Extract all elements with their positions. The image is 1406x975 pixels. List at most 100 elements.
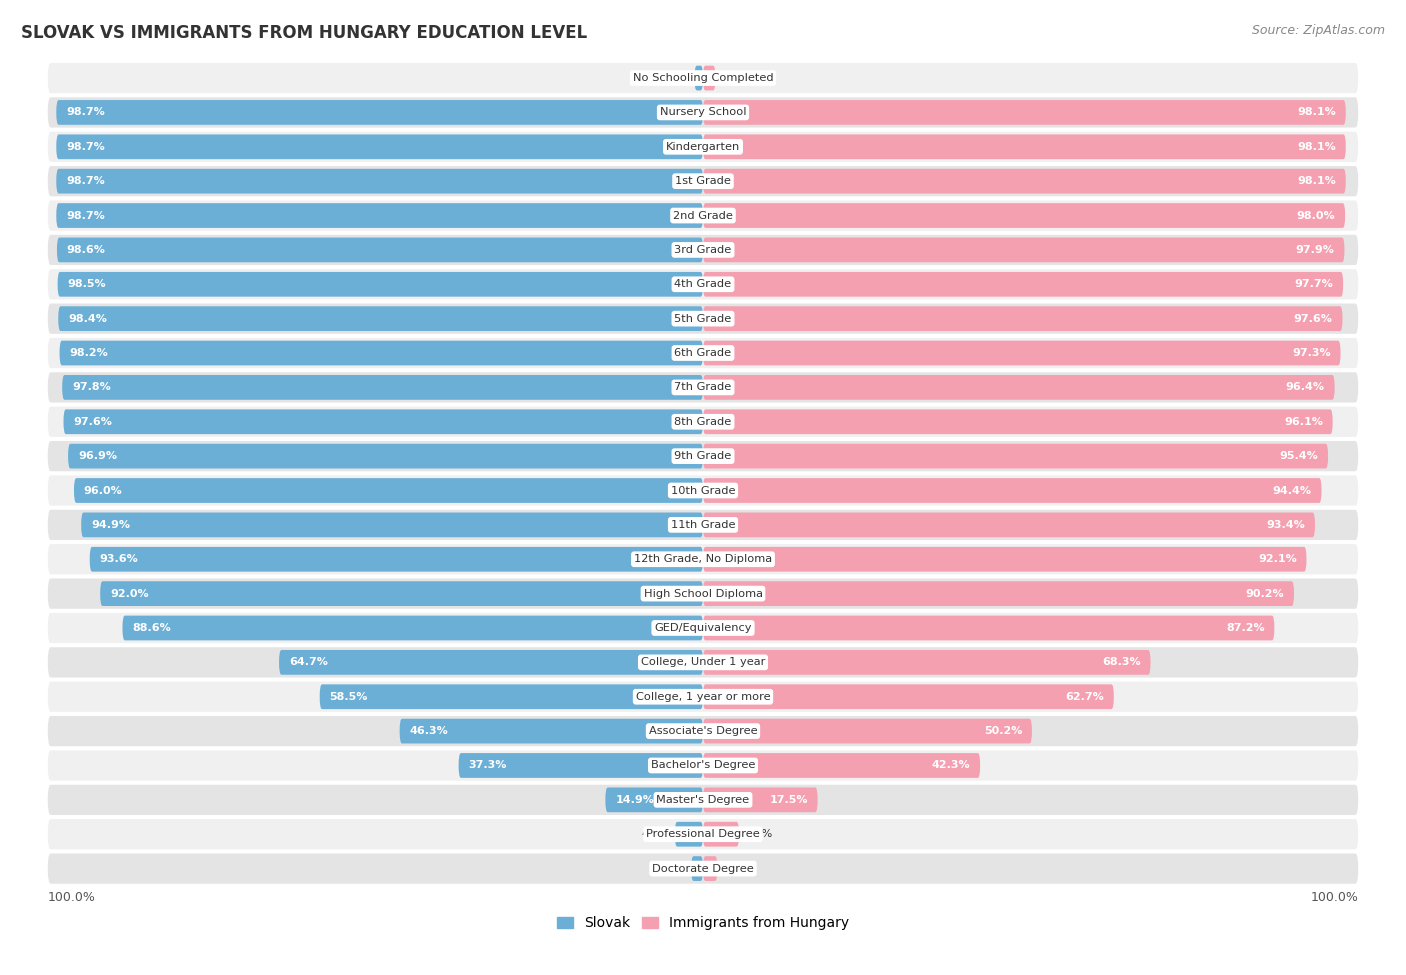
Text: 97.6%: 97.6% — [73, 416, 112, 427]
Text: 12th Grade, No Diploma: 12th Grade, No Diploma — [634, 554, 772, 565]
Text: 93.4%: 93.4% — [1267, 520, 1305, 529]
Text: No Schooling Completed: No Schooling Completed — [633, 73, 773, 83]
Text: Nursery School: Nursery School — [659, 107, 747, 117]
FancyBboxPatch shape — [703, 615, 1274, 641]
Legend: Slovak, Immigrants from Hungary: Slovak, Immigrants from Hungary — [551, 911, 855, 936]
FancyBboxPatch shape — [703, 340, 1340, 366]
Text: Master's Degree: Master's Degree — [657, 795, 749, 804]
Text: 5th Grade: 5th Grade — [675, 314, 731, 324]
Text: 94.9%: 94.9% — [91, 520, 129, 529]
FancyBboxPatch shape — [48, 269, 1358, 299]
FancyBboxPatch shape — [56, 135, 703, 159]
Text: 97.3%: 97.3% — [1292, 348, 1330, 358]
FancyBboxPatch shape — [703, 856, 717, 881]
FancyBboxPatch shape — [703, 581, 1294, 606]
Text: 98.7%: 98.7% — [66, 211, 105, 220]
FancyBboxPatch shape — [703, 410, 1333, 434]
Text: 92.0%: 92.0% — [110, 589, 149, 599]
FancyBboxPatch shape — [48, 510, 1358, 540]
FancyBboxPatch shape — [703, 135, 1346, 159]
FancyBboxPatch shape — [48, 201, 1358, 231]
FancyBboxPatch shape — [703, 719, 1032, 744]
FancyBboxPatch shape — [692, 856, 703, 881]
FancyBboxPatch shape — [48, 613, 1358, 644]
FancyBboxPatch shape — [606, 788, 703, 812]
Text: 98.6%: 98.6% — [66, 245, 105, 254]
FancyBboxPatch shape — [703, 822, 740, 846]
Text: 98.5%: 98.5% — [67, 279, 105, 290]
FancyBboxPatch shape — [703, 375, 1334, 400]
FancyBboxPatch shape — [703, 272, 1343, 296]
Text: 2nd Grade: 2nd Grade — [673, 211, 733, 220]
FancyBboxPatch shape — [703, 203, 1346, 228]
Text: 6th Grade: 6th Grade — [675, 348, 731, 358]
Text: 68.3%: 68.3% — [1102, 657, 1140, 667]
FancyBboxPatch shape — [48, 98, 1358, 128]
FancyBboxPatch shape — [703, 169, 1346, 194]
FancyBboxPatch shape — [90, 547, 703, 571]
Text: College, Under 1 year: College, Under 1 year — [641, 657, 765, 667]
Text: 98.7%: 98.7% — [66, 107, 105, 117]
FancyBboxPatch shape — [695, 65, 703, 91]
Text: 42.3%: 42.3% — [932, 760, 970, 770]
FancyBboxPatch shape — [319, 684, 703, 709]
Text: Kindergarten: Kindergarten — [666, 141, 740, 152]
FancyBboxPatch shape — [58, 306, 703, 332]
Text: 62.7%: 62.7% — [1066, 691, 1104, 702]
Text: 50.2%: 50.2% — [984, 726, 1022, 736]
Text: 98.1%: 98.1% — [1298, 141, 1336, 152]
Text: 8th Grade: 8th Grade — [675, 416, 731, 427]
FancyBboxPatch shape — [48, 819, 1358, 849]
Text: 7th Grade: 7th Grade — [675, 382, 731, 392]
FancyBboxPatch shape — [703, 547, 1306, 571]
FancyBboxPatch shape — [48, 338, 1358, 369]
FancyBboxPatch shape — [703, 306, 1343, 332]
Text: 97.9%: 97.9% — [1296, 245, 1334, 254]
Text: 87.2%: 87.2% — [1226, 623, 1264, 633]
Text: 98.4%: 98.4% — [67, 314, 107, 324]
FancyBboxPatch shape — [75, 478, 703, 503]
Text: 98.2%: 98.2% — [69, 348, 108, 358]
Text: 90.2%: 90.2% — [1246, 589, 1284, 599]
FancyBboxPatch shape — [703, 788, 818, 812]
FancyBboxPatch shape — [48, 441, 1358, 471]
Text: 94.4%: 94.4% — [1272, 486, 1312, 495]
FancyBboxPatch shape — [48, 63, 1358, 94]
FancyBboxPatch shape — [67, 444, 703, 469]
Text: Bachelor's Degree: Bachelor's Degree — [651, 760, 755, 770]
Text: Professional Degree: Professional Degree — [647, 829, 759, 839]
FancyBboxPatch shape — [48, 785, 1358, 815]
Text: 17.5%: 17.5% — [769, 795, 808, 804]
FancyBboxPatch shape — [122, 615, 703, 641]
Text: 1.8%: 1.8% — [658, 864, 686, 874]
Text: 4.3%: 4.3% — [641, 829, 669, 839]
FancyBboxPatch shape — [399, 719, 703, 744]
Text: 98.7%: 98.7% — [66, 176, 105, 186]
Text: Doctorate Degree: Doctorate Degree — [652, 864, 754, 874]
Text: SLOVAK VS IMMIGRANTS FROM HUNGARY EDUCATION LEVEL: SLOVAK VS IMMIGRANTS FROM HUNGARY EDUCAT… — [21, 24, 588, 42]
Text: 3rd Grade: 3rd Grade — [675, 245, 731, 254]
Text: 46.3%: 46.3% — [409, 726, 449, 736]
FancyBboxPatch shape — [62, 375, 703, 400]
Text: 98.1%: 98.1% — [1298, 107, 1336, 117]
FancyBboxPatch shape — [703, 753, 980, 778]
FancyBboxPatch shape — [82, 513, 703, 537]
FancyBboxPatch shape — [48, 372, 1358, 403]
Text: 9th Grade: 9th Grade — [675, 451, 731, 461]
FancyBboxPatch shape — [56, 100, 703, 125]
Text: 96.1%: 96.1% — [1284, 416, 1323, 427]
FancyBboxPatch shape — [56, 169, 703, 194]
FancyBboxPatch shape — [703, 65, 716, 91]
FancyBboxPatch shape — [48, 647, 1358, 678]
FancyBboxPatch shape — [48, 853, 1358, 883]
Text: 11th Grade: 11th Grade — [671, 520, 735, 529]
FancyBboxPatch shape — [675, 822, 703, 846]
Text: 98.0%: 98.0% — [1296, 211, 1336, 220]
Text: College, 1 year or more: College, 1 year or more — [636, 691, 770, 702]
Text: 5.5%: 5.5% — [744, 829, 772, 839]
FancyBboxPatch shape — [703, 650, 1150, 675]
Text: GED/Equivalency: GED/Equivalency — [654, 623, 752, 633]
Text: 64.7%: 64.7% — [288, 657, 328, 667]
FancyBboxPatch shape — [63, 410, 703, 434]
FancyBboxPatch shape — [48, 303, 1358, 333]
